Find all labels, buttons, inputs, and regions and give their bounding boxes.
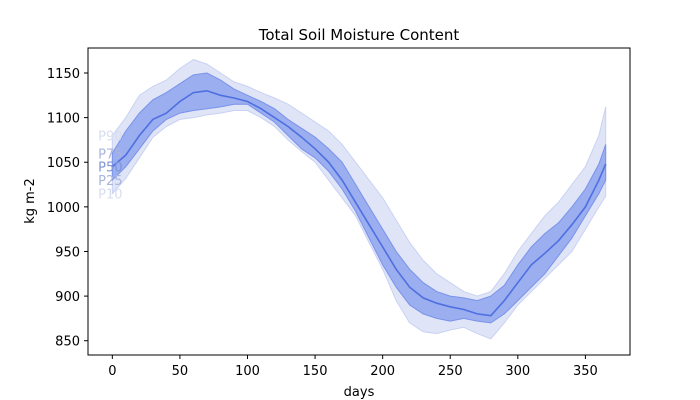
y-tick-label: 950 (55, 245, 80, 260)
band-label-p75: P75 (98, 147, 122, 162)
plot-frame (87, 47, 631, 356)
y-tick-label: 850 (55, 335, 80, 350)
chart-title: Total Soil Moisture Content (258, 26, 460, 44)
y-tick-label: 900 (55, 290, 80, 305)
y-tick-label: 1000 (47, 201, 80, 216)
y-axis: 850 900 950 1000 1050 1100 1150 (47, 67, 88, 350)
x-tick-label: 350 (573, 364, 598, 379)
x-tick-label: 300 (505, 364, 530, 379)
band-p25-p75 (111, 72, 607, 324)
x-tick-label: 150 (303, 364, 328, 379)
band-label-p25: P25 (98, 174, 122, 189)
y-axis-label: kg m-2 (23, 178, 38, 224)
x-tick-label: 50 (172, 364, 189, 379)
y-tick-label: 1050 (47, 156, 80, 171)
series-line-p50 (111, 89, 607, 317)
band-label-p10: P10 (98, 187, 122, 202)
x-tick-label: 200 (370, 364, 395, 379)
x-tick-label: 100 (235, 364, 260, 379)
plot-area (111, 59, 607, 340)
x-tick-label: 0 (108, 364, 116, 379)
y-tick-label: 1100 (47, 112, 80, 127)
x-axis-label: days (344, 385, 375, 400)
x-tick-label: 250 (438, 364, 463, 379)
band-label-p50: P50 (98, 161, 122, 176)
band-label-p90: P90 (98, 129, 122, 144)
y-tick-label: 1150 (47, 67, 80, 82)
x-axis: 0 50 100 150 200 250 300 350 (108, 355, 598, 379)
